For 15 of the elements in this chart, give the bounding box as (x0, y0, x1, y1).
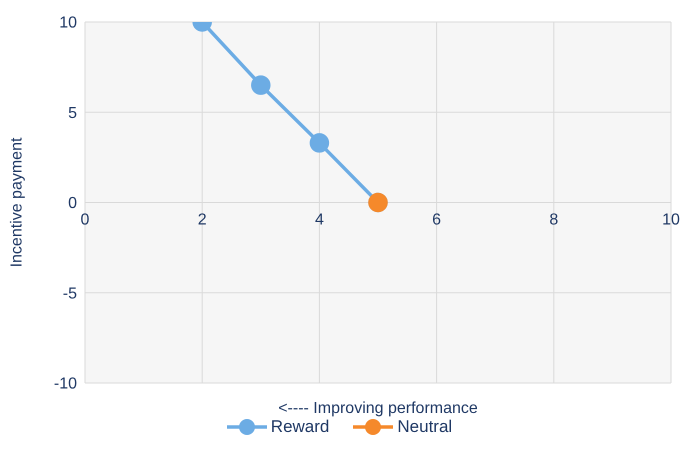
x-axis-title: <---- Improving performance (278, 400, 478, 417)
x-tick-label: 4 (314, 212, 324, 228)
x-tick-label: 10 (662, 212, 680, 228)
y-tick-label: -5 (62, 285, 78, 302)
x-tick-label: 0 (80, 212, 90, 228)
x-tick-label: 8 (549, 212, 558, 228)
y-tick-label: 10 (59, 14, 78, 32)
y-tick-label: 5 (68, 104, 78, 122)
legend-label: Reward (270, 417, 330, 437)
y-tick-label: -10 (54, 376, 78, 393)
legend-label: Neutral (397, 417, 452, 437)
y-axis-title: Incentive payment (8, 137, 26, 268)
y-tick-label: 0 (68, 195, 78, 212)
x-tick-label: 6 (432, 212, 442, 228)
x-tick-label: 2 (198, 212, 207, 228)
